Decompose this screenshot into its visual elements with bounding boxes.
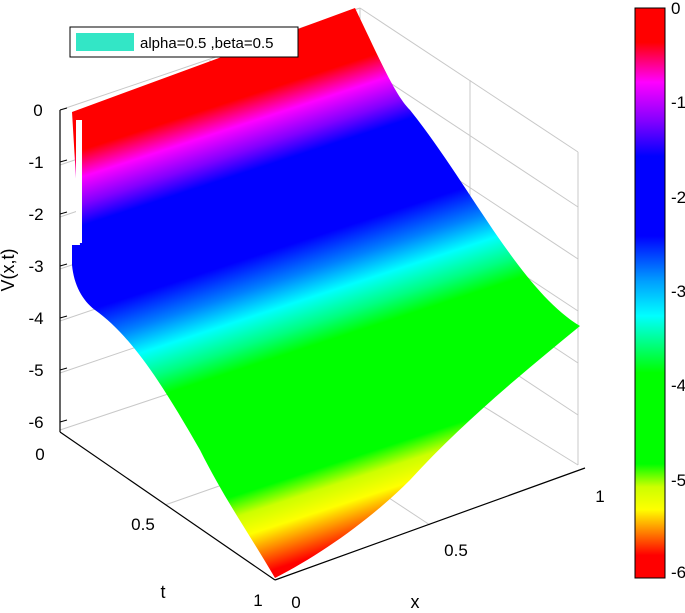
z-tick-label: -4 — [28, 309, 43, 328]
colorbar-tick-label: -5 — [671, 471, 685, 490]
x-tick-label: 0 — [291, 593, 300, 612]
front-axes — [59, 110, 586, 581]
colorbar-tick-label: -6 — [671, 563, 685, 582]
x-tick-label: 1 — [595, 487, 604, 506]
legend: alpha=0.5 ,beta=0.5 — [69, 26, 299, 58]
z-axis-label: V(x,t) — [0, 249, 18, 292]
surface — [72, 8, 580, 578]
surface-notch — [76, 120, 82, 243]
z-tick-label: -2 — [28, 205, 43, 224]
colorbar-tick-label: -4 — [671, 376, 685, 395]
z-tick-label: 0 — [33, 101, 42, 120]
z-tick-label: -3 — [28, 257, 43, 276]
legend-swatch — [76, 33, 134, 51]
z-tick-marks — [59, 107, 68, 423]
z-tick-label: -6 — [28, 413, 43, 432]
t-tick-label: 0 — [35, 445, 44, 464]
colorbar-tick-label: -3 — [671, 282, 685, 301]
colorbar-tick-label: -1 — [671, 93, 685, 112]
colorbar — [634, 7, 666, 579]
colorbar-tick-label: -2 — [671, 188, 685, 207]
z-tick-label: -1 — [28, 153, 43, 172]
t-tick-label: 1 — [253, 591, 262, 610]
colorbar-tick-label: 0 — [671, 0, 680, 18]
x-tick-label: 0.5 — [444, 541, 468, 560]
colorbar-gradient — [634, 7, 666, 579]
z-tick-label: -5 — [28, 361, 43, 380]
legend-label: alpha=0.5 ,beta=0.5 — [140, 35, 273, 52]
x-axis-label: x — [411, 592, 420, 612]
t-tick-label: 0.5 — [131, 515, 155, 534]
t-axis-label: t — [160, 582, 165, 602]
